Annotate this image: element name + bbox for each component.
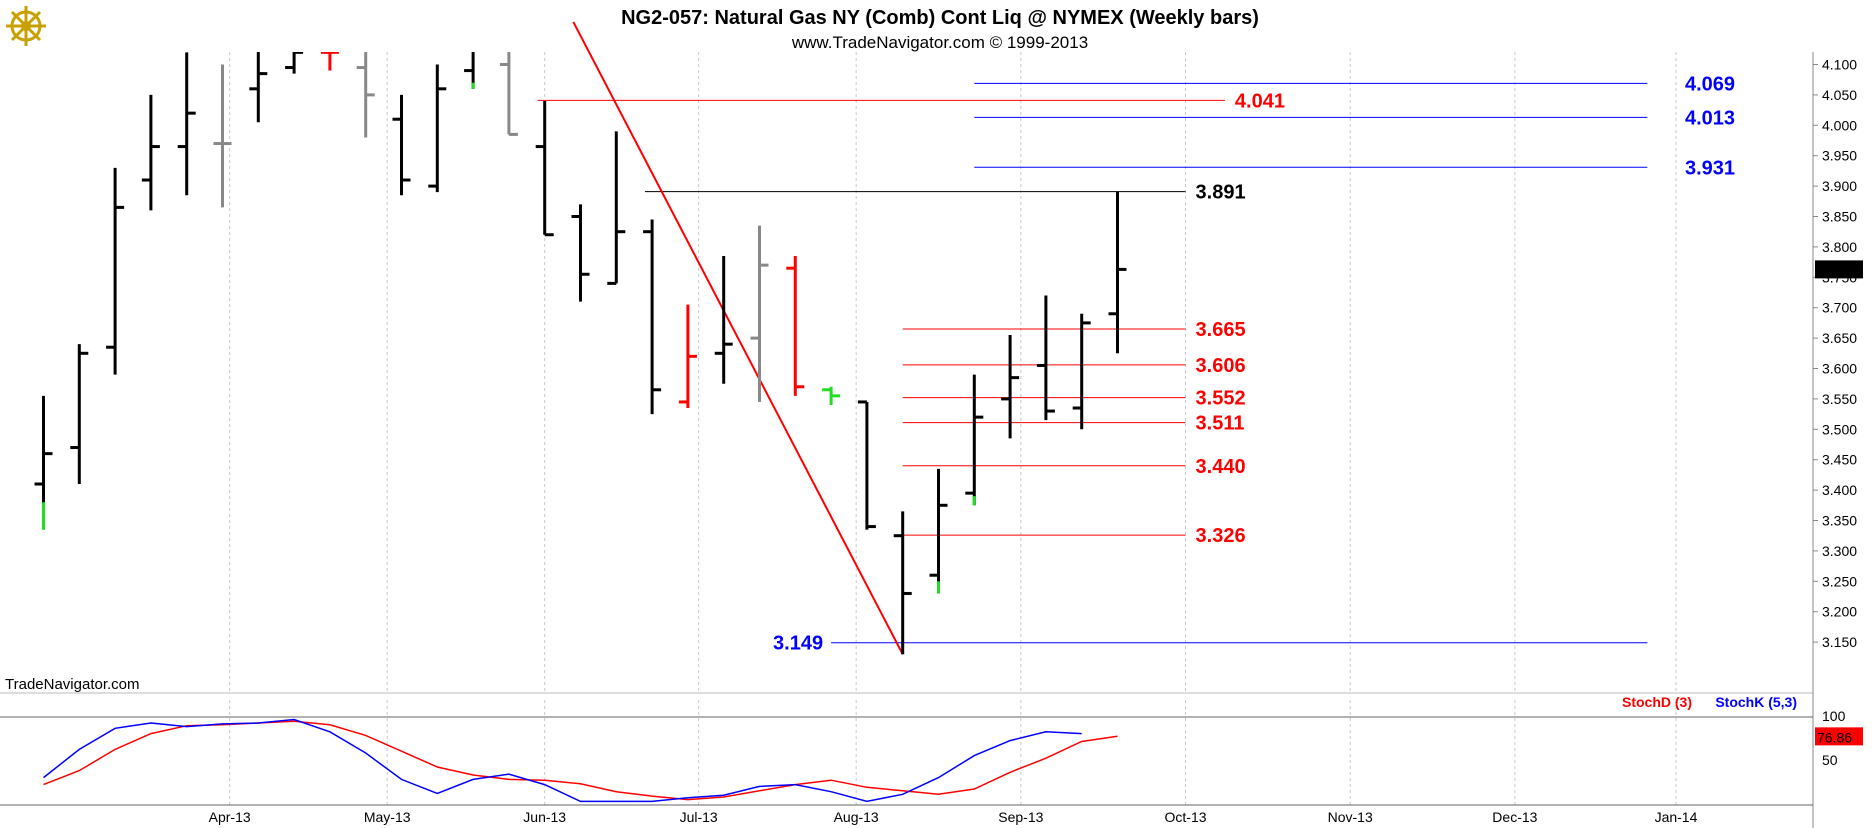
stoch-k-line xyxy=(43,718,1082,803)
price-bar xyxy=(320,52,339,71)
price-bar xyxy=(249,52,268,123)
chart-subtitle: www.TradeNavigator.com © 1999-2013 xyxy=(791,33,1088,52)
time-tick-label: Aug-13 xyxy=(834,809,879,825)
price-bar xyxy=(1108,191,1127,354)
price-bar xyxy=(392,94,411,196)
price-bars xyxy=(34,52,1127,655)
price-bar xyxy=(893,511,912,655)
price-tick-label: 3.500 xyxy=(1822,421,1857,437)
price-tick-label: 3.650 xyxy=(1822,330,1857,346)
price-tick-label: 3.850 xyxy=(1822,209,1857,225)
price-bar xyxy=(356,52,375,138)
price-bar xyxy=(857,400,876,530)
price-bar xyxy=(177,52,196,196)
price-tick-label: 3.300 xyxy=(1822,543,1857,559)
watermark: TradeNavigator.com xyxy=(5,676,140,693)
price-tick-label: 3.350 xyxy=(1822,513,1857,529)
level-label: 3.552 xyxy=(1196,388,1246,410)
level-label: 4.041 xyxy=(1235,90,1285,112)
level-label: 3.606 xyxy=(1196,355,1246,377)
time-tick-label: Jun-13 xyxy=(523,809,566,825)
last-stoch-box xyxy=(1815,727,1863,746)
price-tick-label: 3.700 xyxy=(1822,300,1857,316)
stochastic-legend: StochD (3) StochK (5,3) xyxy=(1622,694,1797,710)
price-tick-label: 3.800 xyxy=(1822,239,1857,255)
price-bar xyxy=(786,256,805,396)
price-bar xyxy=(34,395,53,530)
ship-wheel-logo-icon xyxy=(6,6,46,46)
level-label: 3.440 xyxy=(1196,456,1246,478)
price-bar xyxy=(822,386,841,405)
price-tick-label: 3.600 xyxy=(1822,361,1857,377)
time-tick-label: Oct-13 xyxy=(1165,809,1207,825)
red-trendline xyxy=(572,21,904,655)
price-bar xyxy=(607,131,626,285)
price-bar xyxy=(571,204,590,302)
level-label: 4.013 xyxy=(1685,107,1735,129)
price-bar xyxy=(285,52,304,74)
price-tick-label: 4.100 xyxy=(1822,57,1857,73)
retracement-levels: 4.069 4.013 3.931 4.041 3.891 3.665 3.606 3.552… xyxy=(537,73,1735,655)
price-tick-label: 4.050 xyxy=(1822,87,1857,103)
price-bar xyxy=(750,225,769,402)
price-axis: 3.150 3.200 3.250 3.300 3.350 3.400 3.450 3.500… xyxy=(1813,57,1857,650)
time-tick-label: Dec-13 xyxy=(1492,809,1537,825)
level-label: 3.511 xyxy=(1196,413,1245,435)
level-label: 3.891 xyxy=(1196,182,1246,204)
price-tick-label: 3.200 xyxy=(1822,604,1857,620)
stoch-tick-label: 100 xyxy=(1822,708,1846,724)
price-tick-label: 3.550 xyxy=(1822,391,1857,407)
price-bar xyxy=(535,100,554,237)
last-price-box xyxy=(1815,260,1863,279)
time-tick-label: Jul-13 xyxy=(680,809,718,825)
price-bar xyxy=(141,94,160,211)
panel-frames xyxy=(0,52,1814,828)
trendline xyxy=(572,21,904,655)
price-bar xyxy=(70,344,89,485)
time-tick-label: Sep-13 xyxy=(998,809,1043,825)
time-axis: Apr-13 May-13 Jun-13 Jul-13 Aug-13 Sep-13 Oct-… xyxy=(209,809,1698,825)
price-tick-label: 3.450 xyxy=(1822,452,1857,468)
chart-title: NG2-057: Natural Gas NY (Comb) Cont Liq … xyxy=(621,7,1259,29)
price-tick-label: 3.150 xyxy=(1822,634,1857,650)
price-bar xyxy=(213,64,232,208)
time-tick-label: Jan-14 xyxy=(1655,809,1698,825)
price-bar xyxy=(965,374,984,506)
price-bar xyxy=(106,167,125,375)
level-label: 3.326 xyxy=(1196,525,1246,547)
price-bar xyxy=(929,468,948,594)
stochastic-panel: 100 50 xyxy=(43,708,1846,803)
last-stoch-tag: 76.86 xyxy=(1815,727,1863,746)
price-bar xyxy=(1001,335,1020,439)
price-bar xyxy=(678,304,697,409)
price-tick-label: 3.950 xyxy=(1822,148,1857,164)
level-label: 3.665 xyxy=(1196,319,1246,341)
price-bar xyxy=(1072,313,1091,430)
legend-stochk: StochK (5,3) xyxy=(1715,694,1797,710)
last-price-text: 3.763 xyxy=(1817,262,1852,278)
last-price-tag: 3.763 xyxy=(1815,260,1863,279)
time-tick-label: Nov-13 xyxy=(1328,809,1373,825)
price-tick-label: 3.900 xyxy=(1822,178,1857,194)
price-bar xyxy=(464,52,475,89)
stoch-tick-label: 50 xyxy=(1822,752,1838,768)
last-stoch-text: 76.86 xyxy=(1817,729,1852,745)
price-tick-label: 4.000 xyxy=(1822,117,1857,133)
price-tick-label: 3.400 xyxy=(1822,482,1857,498)
level-label: 3.149 xyxy=(773,633,823,655)
price-bar xyxy=(1036,295,1055,421)
time-tick-label: May-13 xyxy=(364,809,411,825)
price-bar xyxy=(714,256,733,384)
legend-stochd: StochD (3) xyxy=(1622,694,1692,710)
time-tick-label: Apr-13 xyxy=(209,809,251,825)
price-bar xyxy=(499,52,518,136)
price-bar xyxy=(428,64,447,193)
grid xyxy=(229,52,1677,805)
level-label: 3.931 xyxy=(1685,157,1735,179)
level-label: 4.069 xyxy=(1685,73,1735,95)
price-bar xyxy=(643,219,662,415)
price-tick-label: 3.250 xyxy=(1822,573,1857,589)
stoch-d-line xyxy=(43,720,1118,801)
